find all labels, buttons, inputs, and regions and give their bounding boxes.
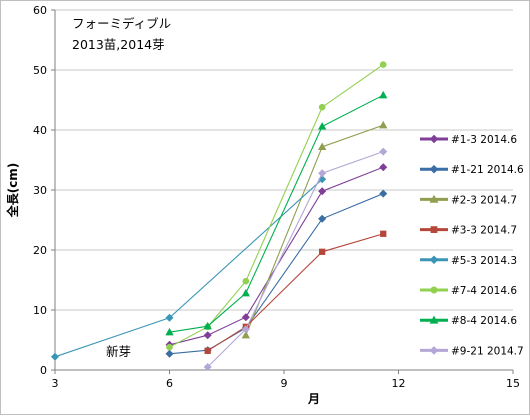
data-point xyxy=(165,349,174,358)
legend-item: #7-4 2014.6 xyxy=(420,285,517,297)
y-tick-label: 20 xyxy=(33,244,47,257)
legend-swatch-marker xyxy=(429,346,439,355)
series-line xyxy=(207,233,384,352)
legend: #1-3 2014.6 #1-21 2014.6 #2-3 2014.7 #3-3 2… xyxy=(420,134,524,357)
data-point xyxy=(242,277,250,285)
y-tick-label: 10 xyxy=(33,304,47,317)
legend-swatch-marker xyxy=(429,255,439,265)
series-1 xyxy=(165,163,388,349)
legend-item: #8-4 2014.6 xyxy=(420,315,517,327)
data-point xyxy=(318,103,326,111)
series-layer xyxy=(50,61,388,372)
legend-swatch-marker xyxy=(430,286,438,294)
legend-swatch-marker xyxy=(429,194,439,203)
legend-item: #9-21 2014.7 xyxy=(420,345,524,357)
data-point xyxy=(380,230,387,237)
data-point xyxy=(379,147,388,156)
series-8 xyxy=(203,147,388,372)
data-point xyxy=(241,325,250,334)
data-point xyxy=(241,313,250,322)
x-tick-label: 15 xyxy=(506,377,520,390)
legend-swatch-marker xyxy=(429,315,439,324)
data-point xyxy=(319,248,326,255)
legend-item: #2-3 2014.7 xyxy=(420,194,517,206)
data-point xyxy=(318,142,327,150)
x-tick-label: 12 xyxy=(392,377,406,390)
data-point xyxy=(318,214,327,223)
legend-label: #8-4 2014.6 xyxy=(451,315,517,327)
data-point xyxy=(241,330,250,339)
legend-item: #1-3 2014.6 xyxy=(420,134,517,146)
legend-label: #1-21 2014.6 xyxy=(451,164,524,176)
x-axis-title: 月 xyxy=(307,392,320,406)
data-point xyxy=(204,347,211,354)
y-axis-title: 全長(cm) xyxy=(5,163,20,219)
data-point xyxy=(318,169,327,178)
data-point xyxy=(241,288,250,297)
data-point xyxy=(379,90,388,99)
legend-item: #3-3 2014.7 xyxy=(420,225,517,237)
data-point xyxy=(318,187,327,196)
y-tick-label: 40 xyxy=(33,124,47,137)
y-tick-label: 50 xyxy=(33,64,47,77)
legend-label: #7-4 2014.6 xyxy=(451,285,517,297)
text-layer: フォーミディブル 2013苗,2014芽 新芽 月 全長(cm) xyxy=(5,16,320,406)
x-tick-label: 3 xyxy=(52,377,59,390)
axes: 0 10 20 30 40 50 60 3 6 9 12 15 xyxy=(33,4,520,390)
data-point xyxy=(203,362,212,372)
legend-swatch-marker xyxy=(430,226,438,233)
y-tick-label: 0 xyxy=(40,364,47,377)
data-point xyxy=(50,352,60,361)
series-4 xyxy=(204,230,387,354)
legend-label: #5-3 2014.3 xyxy=(451,255,517,267)
legend-swatch-marker xyxy=(429,164,439,174)
y-tick-label: 60 xyxy=(33,4,47,17)
annotation-new-shoot: 新芽 xyxy=(106,344,131,359)
y-tick-label: 30 xyxy=(33,184,47,197)
legend-label: #3-3 2014.7 xyxy=(451,225,517,237)
data-point xyxy=(166,343,173,351)
chart-annotation-1: フォーミディブル xyxy=(72,16,171,31)
legend-label: #1-3 2014.6 xyxy=(451,134,517,146)
x-tick-label: 9 xyxy=(281,377,288,390)
grid-lines xyxy=(55,9,513,311)
series-7 xyxy=(165,90,388,336)
legend-label: #9-21 2014.7 xyxy=(451,345,524,357)
data-point xyxy=(165,313,174,322)
series-line xyxy=(207,151,384,368)
legend-item: #1-21 2014.6 xyxy=(420,164,524,176)
data-point xyxy=(318,122,327,130)
data-point xyxy=(165,327,174,336)
chart-annotation-2: 2013苗,2014芽 xyxy=(72,37,165,52)
data-point xyxy=(203,321,212,330)
legend-label: #2-3 2014.7 xyxy=(451,194,517,206)
data-point xyxy=(203,331,212,340)
series-3 xyxy=(241,120,388,339)
legend-item: #5-3 2014.3 xyxy=(420,255,517,267)
legend-swatch-marker xyxy=(429,134,439,144)
data-point xyxy=(379,189,388,198)
x-tick-label: 6 xyxy=(166,377,173,390)
data-point xyxy=(379,120,388,129)
data-point xyxy=(379,61,387,68)
data-point xyxy=(379,163,388,172)
